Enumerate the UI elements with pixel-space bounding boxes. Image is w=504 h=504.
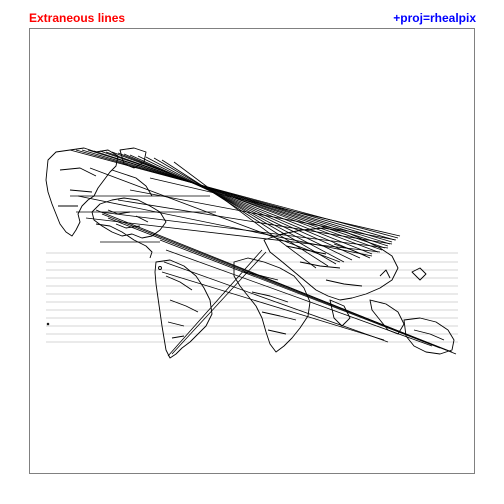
australia (403, 317, 455, 355)
extraneous-lines (69, 149, 457, 357)
europe (91, 197, 167, 239)
projection-label: +proj=rhealpix (393, 11, 476, 25)
plot-frame (29, 28, 475, 474)
southeast-asia (369, 299, 405, 335)
asia (263, 227, 399, 301)
graticule-lines (46, 252, 458, 343)
central-america (95, 223, 153, 259)
africa (233, 257, 311, 353)
plot-title: Extraneous lines (29, 11, 126, 25)
south-asia (329, 299, 351, 327)
north-america (45, 147, 119, 237)
south-america (154, 259, 213, 359)
